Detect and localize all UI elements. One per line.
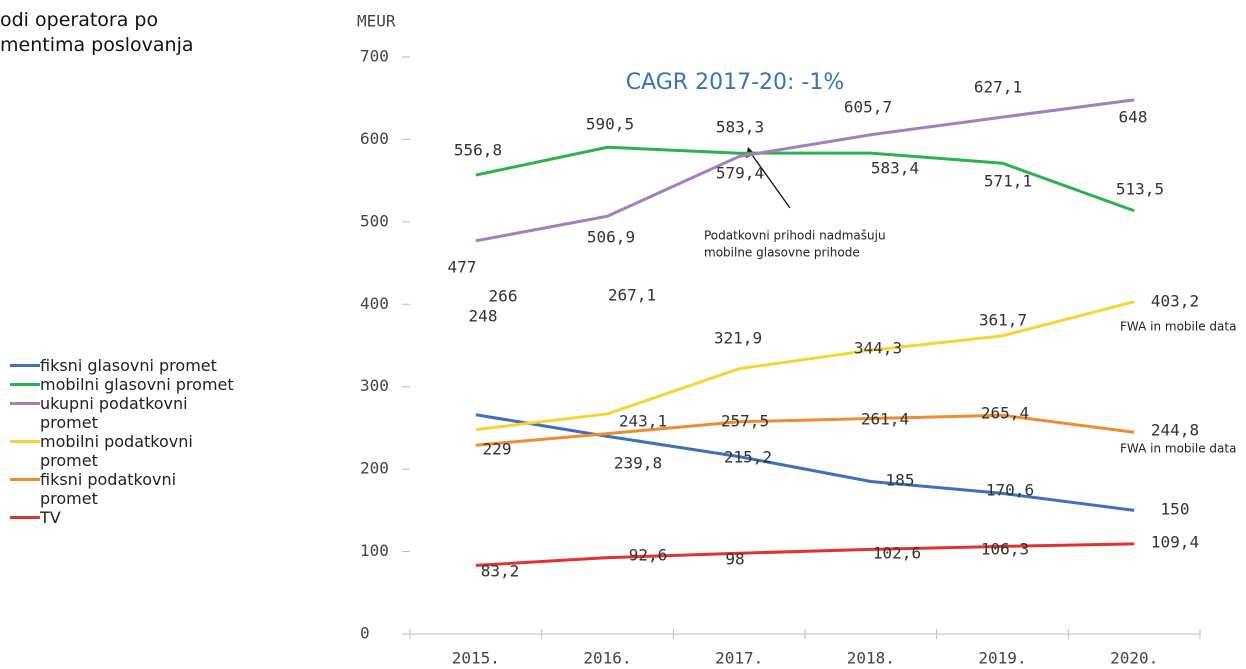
data-label: 257,5 [721, 412, 769, 431]
data-label: 265,4 [981, 404, 1029, 423]
legend-item: ukupni podatkovni promet [10, 394, 235, 432]
legend-label: mobilni podatkovni promet [40, 432, 193, 470]
y-tick-label: 400 [360, 294, 389, 313]
data-label: 627,1 [974, 78, 1022, 97]
data-label: 239,8 [614, 454, 662, 473]
data-label: 477 [448, 258, 477, 277]
data-label: 267,1 [608, 286, 656, 305]
annotation: FWA in mobile data [1120, 442, 1236, 456]
series-line [475, 413, 1135, 512]
data-label: 506,9 [587, 228, 635, 247]
title-line: odi operatora po [0, 9, 159, 31]
legend: fiksni glasovni promet mobilni glasovni p… [10, 356, 235, 527]
series-line [475, 98, 1135, 243]
series-line [475, 145, 1135, 213]
y-tick-label: 700 [360, 47, 389, 66]
data-label: 98 [725, 550, 744, 569]
legend-item: fiksni glasovni promet [10, 356, 235, 375]
data-label: 590,5 [586, 115, 634, 134]
annotation: mobilne glasovne prihode [704, 246, 860, 260]
legend-item: TV [10, 508, 235, 527]
y-tick-label: 500 [360, 211, 389, 230]
x-tick-label: 2017. [715, 649, 763, 668]
data-label: 513,5 [1116, 180, 1164, 199]
data-label: 92,6 [629, 546, 668, 565]
data-label: 266 [489, 287, 518, 306]
legend-swatch [10, 383, 40, 386]
legend-label: fiksni glasovni promet [40, 356, 217, 375]
series-line [475, 300, 1135, 432]
legend-swatch [10, 364, 40, 367]
y-tick-label: 300 [360, 376, 389, 395]
legend-label: fiksni podatkovni promet [40, 470, 177, 508]
y-axis-label: MEUR [357, 12, 396, 31]
legend-label: TV [40, 508, 61, 527]
annotation-arrow [749, 151, 791, 209]
data-label: 185 [886, 471, 915, 490]
data-label: 583,3 [716, 118, 764, 137]
legend-item: mobilni podatkovni promet [10, 432, 235, 470]
legend-label: mobilni glasovni promet [40, 375, 234, 394]
x-tick-label: 2020. [1110, 649, 1158, 668]
data-label: 583,4 [871, 159, 919, 178]
data-label: 215,2 [724, 448, 772, 467]
data-label: 243,1 [619, 412, 667, 431]
y-tick-label: 200 [360, 459, 389, 478]
series-line [475, 542, 1135, 567]
data-label: 605,7 [844, 98, 892, 117]
data-label: 102,6 [873, 544, 921, 563]
data-label: 109,4 [1151, 533, 1199, 552]
data-label: 261,4 [861, 410, 909, 429]
legend-swatch [10, 478, 40, 481]
x-tick-label: 2018. [847, 649, 895, 668]
data-label: 106,3 [981, 540, 1029, 559]
data-label: 571,1 [984, 172, 1032, 191]
data-label: 244,8 [1151, 421, 1199, 440]
data-label: 229 [483, 440, 512, 459]
chart-title: odi operatora po mentima poslovanja [0, 8, 194, 58]
legend-item: fiksni podatkovni promet [10, 470, 235, 508]
data-label: 170,6 [986, 481, 1034, 500]
series-line [475, 413, 1135, 447]
data-label: 321,9 [714, 329, 762, 348]
legend-swatch [10, 516, 40, 519]
data-label: 248 [469, 307, 498, 326]
annotation: CAGR 2017-20: -1% [626, 70, 845, 95]
data-label: 648 [1119, 108, 1148, 127]
data-label: 579,4 [716, 164, 764, 183]
data-label: 83,2 [481, 562, 520, 581]
x-tick-label: 2015. [452, 649, 500, 668]
data-label: 150 [1161, 500, 1190, 519]
y-tick-label: 600 [360, 129, 389, 148]
data-label: 556,8 [454, 141, 502, 160]
x-tick-label: 2016. [583, 649, 631, 668]
legend-swatch [10, 440, 40, 443]
title-line: mentima poslovanja [0, 34, 194, 56]
data-label: 344,3 [854, 339, 902, 358]
legend-label: ukupni podatkovni promet [40, 394, 188, 432]
annotation: FWA in mobile data [1120, 320, 1236, 334]
data-label: 403,2 [1151, 292, 1199, 311]
y-tick-label: 100 [360, 541, 389, 560]
legend-swatch [10, 402, 40, 405]
y-tick-label: 0 [360, 624, 370, 643]
x-tick-label: 2019. [978, 649, 1026, 668]
annotation: Podatkovni prihodi nadmašuju [704, 229, 886, 243]
data-label: 361,7 [979, 311, 1027, 330]
legend-item: mobilni glasovni promet [10, 375, 235, 394]
